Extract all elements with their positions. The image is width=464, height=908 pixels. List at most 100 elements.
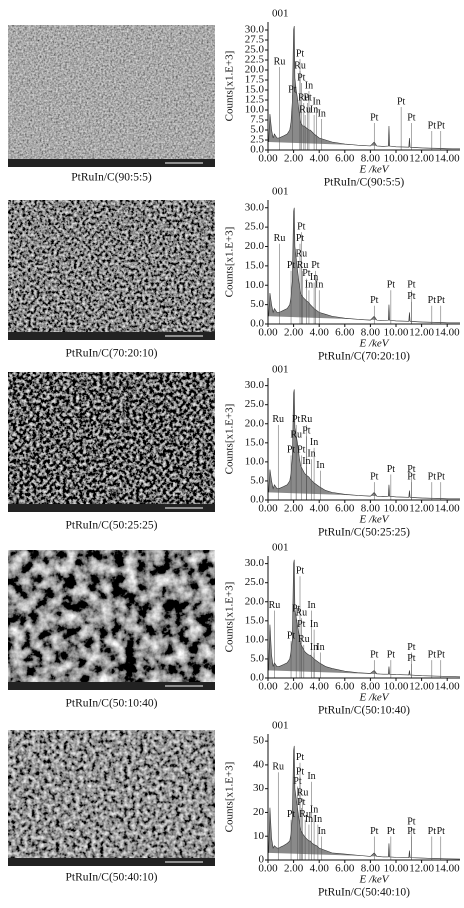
y-tick-label: 5.0 [250, 652, 264, 664]
x-tick-label: 4.00 [310, 863, 330, 875]
x-tick-label: 6.00 [335, 681, 355, 693]
y-tick-label: 0 [259, 854, 265, 866]
x-axis-label: E /keV [358, 874, 389, 886]
peak-label: In [307, 449, 315, 460]
x-axis-label: E /keV [358, 514, 389, 526]
x-tick-label: 6.00 [335, 153, 355, 165]
peak-label: Pt [370, 112, 379, 123]
peak-label: In [316, 642, 324, 653]
y-tick-label: 10.0 [245, 104, 265, 116]
x-tick-label: 8.00 [361, 503, 381, 515]
peak-label: Pt [428, 295, 437, 306]
x-tick-label: 0.00 [258, 327, 278, 339]
y-tick-label: 0.0 [250, 318, 264, 330]
y-axis-label: Counts[x1.E+3] [224, 582, 236, 653]
peak-label: Pt [292, 604, 301, 615]
peak-label: Pt [287, 445, 296, 456]
peak-label: Pt [293, 776, 302, 787]
peak-label: In [307, 771, 315, 782]
peak-label: Pt [288, 84, 297, 95]
peak-label: Ru [272, 762, 284, 773]
image-caption: PtRuIn/C(90:5:5) [71, 172, 152, 184]
panel-label: 001 [272, 8, 289, 20]
x-tick-label: 8.00 [361, 327, 381, 339]
peak-label: Pt [397, 96, 406, 107]
spectrum [268, 25, 460, 150]
peak-label: Pt [407, 464, 416, 475]
peak-label: Pt [428, 471, 437, 482]
peak-label: Pt [387, 280, 396, 291]
peak-label: Pt [407, 826, 416, 837]
peak-label: Ru [298, 92, 310, 103]
peak-label: In [314, 814, 322, 825]
spectrum [268, 559, 461, 678]
y-tick-label: 15.0 [245, 259, 265, 271]
peak-label: Pt [297, 797, 306, 808]
peak-label: Pt [296, 566, 305, 577]
peak-label: In [310, 642, 318, 653]
peak-label: In [312, 96, 320, 107]
peak-label: Pt [407, 291, 416, 302]
x-tick-label: 0.00 [258, 681, 278, 693]
peak-label: Pt [287, 809, 296, 820]
peak-label: Pt [370, 649, 379, 660]
peak-label: Ru [274, 233, 286, 244]
sem-info-bar [8, 504, 215, 512]
peak-label: Pt [296, 233, 305, 244]
x-tick-label: 12.00 [409, 681, 434, 693]
x-tick-label: 0.00 [258, 863, 278, 875]
peak-label: Ru [290, 429, 302, 440]
peak-label: In [305, 814, 313, 825]
y-tick-label: 7.5 [250, 114, 264, 126]
y-tick-label: 15.0 [245, 436, 265, 448]
peak-label: Ru [295, 607, 307, 618]
sem-image [8, 25, 215, 167]
x-tick-label: 14.00 [435, 327, 460, 339]
x-tick-label: 0.00 [258, 153, 278, 165]
chart-title: PtRuIn/C(70:20:10) [318, 351, 410, 363]
x-tick-label: 12.00 [409, 153, 434, 165]
spectrum [268, 207, 460, 324]
peak-label: Ru [299, 104, 311, 115]
y-tick-label: 17.5 [245, 74, 265, 86]
y-tick-label: 30.0 [245, 557, 265, 569]
sem-info-bar [8, 159, 215, 167]
sem-info-bar [8, 332, 215, 340]
peak-label: Pt [407, 816, 416, 827]
peak-label: Ru [295, 249, 307, 260]
peak-label: Ru [298, 634, 310, 645]
x-tick-label: 2.00 [284, 503, 304, 515]
y-tick-label: 20 [253, 806, 265, 818]
peak-label: Pt [407, 471, 416, 482]
sem-image [8, 200, 215, 340]
peak-label: In [307, 600, 315, 611]
image-caption: PtRuIn/C(70:20:10) [65, 348, 157, 360]
y-tick-label: 25.0 [245, 221, 265, 233]
y-tick-label: 20.0 [245, 417, 265, 429]
y-tick-label: 20.0 [245, 64, 265, 76]
x-tick-label: 12.00 [409, 327, 434, 339]
sem-info-bar [8, 682, 215, 690]
peak-label: Pt [302, 426, 311, 437]
y-tick-label: 50 [253, 735, 265, 747]
chart-title: PtRuIn/C(50:25:25) [318, 527, 410, 539]
y-tick-label: 15.0 [245, 614, 265, 626]
x-tick-label: 2.00 [284, 153, 304, 165]
y-tick-label: 10.0 [245, 279, 265, 291]
peak-label: Pt [428, 826, 437, 837]
sem-image [8, 730, 215, 866]
panel-label: 001 [272, 542, 289, 554]
peak-label: Pt [370, 295, 379, 306]
peak-label: Pt [437, 471, 446, 482]
peak-label: In [310, 104, 318, 115]
x-axis-label: E /keV [358, 164, 389, 176]
x-tick-label: 14.00 [435, 153, 460, 165]
y-tick-label: 22.5 [245, 54, 265, 66]
x-tick-label: 4.00 [310, 681, 330, 693]
sem-info-bar [8, 858, 215, 866]
spectrum [268, 745, 461, 860]
x-tick-label: 12.00 [409, 863, 434, 875]
y-tick-label: 0.0 [250, 494, 264, 506]
x-tick-label: 10.00 [384, 503, 409, 515]
x-tick-label: 6.00 [335, 503, 355, 515]
